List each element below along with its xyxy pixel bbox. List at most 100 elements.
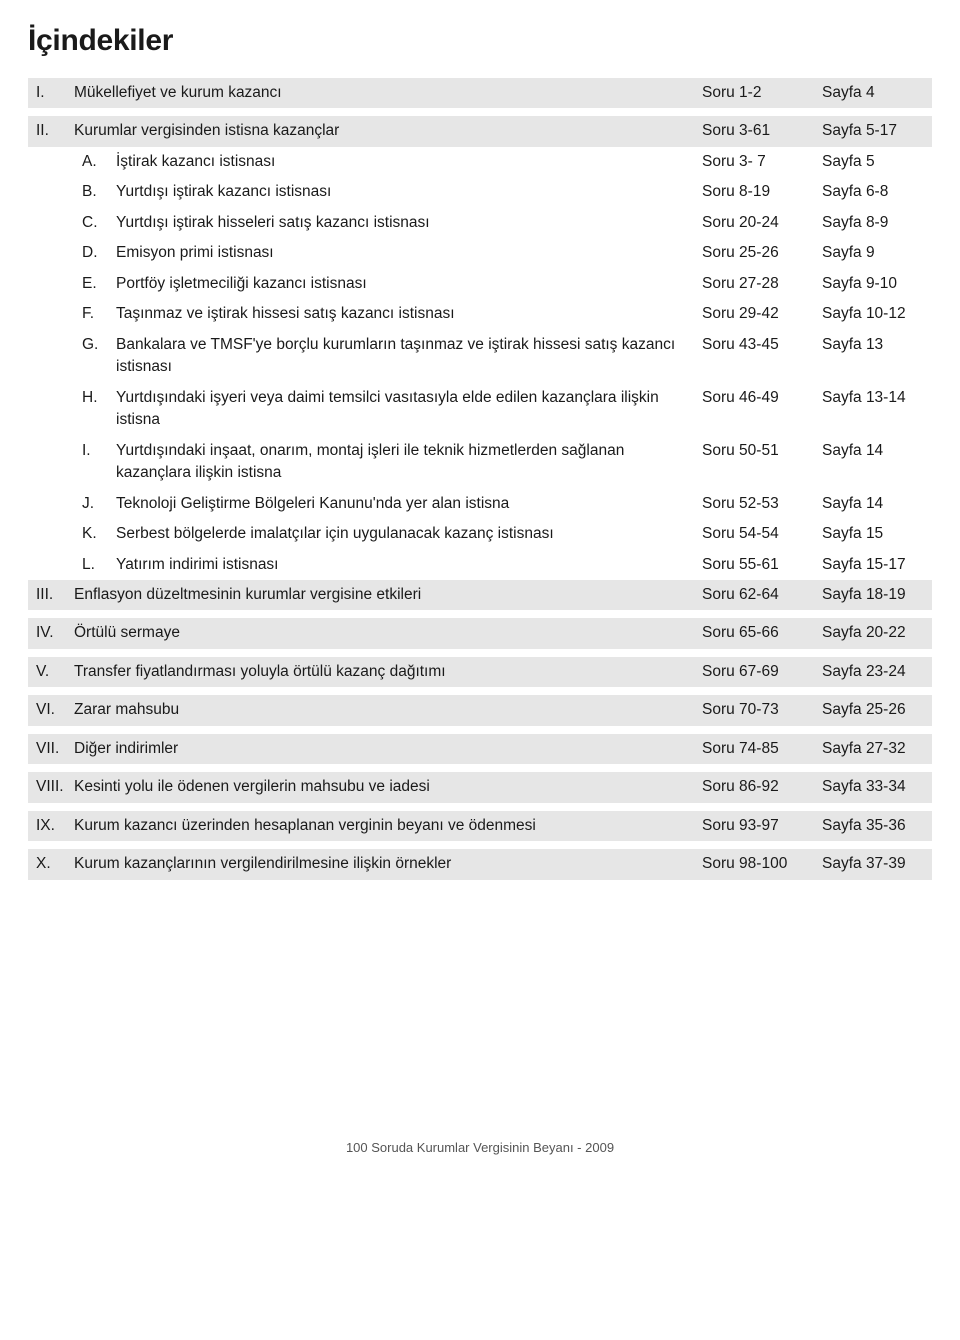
toc-number: IX. bbox=[28, 815, 74, 837]
toc-page-range: Sayfa 20-22 bbox=[822, 622, 932, 644]
toc-description: Transfer fiyatlandırması yoluyla örtülü … bbox=[74, 661, 702, 683]
toc-page-range: Sayfa 15 bbox=[822, 523, 932, 545]
section-gap bbox=[28, 764, 932, 772]
toc-section-row: III.Enflasyon düzeltmesinin kurumlar ver… bbox=[28, 580, 932, 610]
toc-description: Diğer indirimler bbox=[74, 738, 702, 760]
toc-description: Yurtdışındaki inşaat, onarım, montaj işl… bbox=[116, 440, 702, 485]
toc-number: I. bbox=[28, 82, 74, 104]
toc-page-range: Sayfa 15-17 bbox=[822, 554, 932, 576]
toc-page-range: Sayfa 8-9 bbox=[822, 212, 932, 234]
toc-number: D. bbox=[82, 242, 116, 264]
toc-page-range: Sayfa 9-10 bbox=[822, 273, 932, 295]
toc-question-range: Soru 3- 7 bbox=[702, 151, 822, 173]
toc-page-range: Sayfa 9 bbox=[822, 242, 932, 264]
toc-question-range: Soru 27-28 bbox=[702, 273, 822, 295]
section-gap bbox=[28, 803, 932, 811]
toc-number: J. bbox=[82, 493, 116, 515]
toc-section-row: VI.Zarar mahsubuSoru 70-73Sayfa 25-26 bbox=[28, 695, 932, 725]
page-footer: 100 Soruda Kurumlar Vergisinin Beyanı - … bbox=[28, 1140, 932, 1155]
toc-number: VI. bbox=[28, 699, 74, 721]
toc-number: V. bbox=[28, 661, 74, 683]
toc-description: Kesinti yolu ile ödenen vergilerin mahsu… bbox=[74, 776, 702, 798]
toc-section-row: X.Kurum kazançlarının vergilendirilmesin… bbox=[28, 849, 932, 879]
toc-description: Kurumlar vergisinden istisna kazançlar bbox=[74, 120, 702, 142]
toc-subsection-row: J.Teknoloji Geliştirme Bölgeleri Kanunu'… bbox=[28, 489, 932, 519]
toc-subsection-row: F.Taşınmaz ve iştirak hissesi satış kaza… bbox=[28, 299, 932, 329]
toc-description: Portföy işletmeciliği kazancı istisnası bbox=[116, 273, 702, 295]
toc-question-range: Soru 46-49 bbox=[702, 387, 822, 409]
toc-section-row: II.Kurumlar vergisinden istisna kazançla… bbox=[28, 116, 932, 146]
toc-question-range: Soru 25-26 bbox=[702, 242, 822, 264]
toc-question-range: Soru 55-61 bbox=[702, 554, 822, 576]
toc-number: K. bbox=[82, 523, 116, 545]
toc-question-range: Soru 3-61 bbox=[702, 120, 822, 142]
table-of-contents: I.Mükellefiyet ve kurum kazancıSoru 1-2S… bbox=[28, 78, 932, 880]
toc-section-row: V.Transfer fiyatlandırması yoluyla örtül… bbox=[28, 657, 932, 687]
toc-subsection-row: L.Yatırım indirimi istisnasıSoru 55-61Sa… bbox=[28, 550, 932, 580]
toc-page-range: Sayfa 37-39 bbox=[822, 853, 932, 875]
toc-subsection-row: D.Emisyon primi istisnasıSoru 25-26Sayfa… bbox=[28, 238, 932, 268]
toc-question-range: Soru 93-97 bbox=[702, 815, 822, 837]
toc-description: Enflasyon düzeltmesinin kurumlar vergisi… bbox=[74, 584, 702, 606]
toc-number: III. bbox=[28, 584, 74, 606]
toc-number: B. bbox=[82, 181, 116, 203]
toc-question-range: Soru 52-53 bbox=[702, 493, 822, 515]
toc-number: F. bbox=[82, 303, 116, 325]
page-title: İçindekiler bbox=[28, 24, 932, 58]
toc-page-range: Sayfa 14 bbox=[822, 493, 932, 515]
toc-section-row: IV.Örtülü sermayeSoru 65-66Sayfa 20-22 bbox=[28, 618, 932, 648]
toc-number: C. bbox=[82, 212, 116, 234]
toc-subsection-row: A.İştirak kazancı istisnasıSoru 3- 7Sayf… bbox=[28, 147, 932, 177]
toc-page-range: Sayfa 25-26 bbox=[822, 699, 932, 721]
toc-number: I. bbox=[82, 440, 116, 462]
toc-number: IV. bbox=[28, 622, 74, 644]
toc-number: VII. bbox=[28, 738, 74, 760]
toc-subsection-row: E.Portföy işletmeciliği kazancı istisnas… bbox=[28, 269, 932, 299]
section-gap bbox=[28, 687, 932, 695]
toc-question-range: Soru 67-69 bbox=[702, 661, 822, 683]
toc-description: Mükellefiyet ve kurum kazancı bbox=[74, 82, 702, 104]
toc-question-range: Soru 98-100 bbox=[702, 853, 822, 875]
toc-subsection-row: G.Bankalara ve TMSF'ye borçlu kurumların… bbox=[28, 330, 932, 383]
section-gap bbox=[28, 610, 932, 618]
toc-question-range: Soru 1-2 bbox=[702, 82, 822, 104]
toc-subsection-row: B.Yurtdışı iştirak kazancı istisnasıSoru… bbox=[28, 177, 932, 207]
toc-number: VIII. bbox=[28, 776, 74, 798]
toc-page-range: Sayfa 35-36 bbox=[822, 815, 932, 837]
toc-page-range: Sayfa 6-8 bbox=[822, 181, 932, 203]
toc-subsection-row: C.Yurtdışı iştirak hisseleri satış kazan… bbox=[28, 208, 932, 238]
toc-section-row: VII.Diğer indirimlerSoru 74-85Sayfa 27-3… bbox=[28, 734, 932, 764]
toc-number: A. bbox=[82, 151, 116, 173]
toc-page-range: Sayfa 27-32 bbox=[822, 738, 932, 760]
toc-page-range: Sayfa 10-12 bbox=[822, 303, 932, 325]
toc-question-range: Soru 86-92 bbox=[702, 776, 822, 798]
section-gap bbox=[28, 726, 932, 734]
toc-description: Yatırım indirimi istisnası bbox=[116, 554, 702, 576]
toc-page-range: Sayfa 18-19 bbox=[822, 584, 932, 606]
toc-question-range: Soru 70-73 bbox=[702, 699, 822, 721]
toc-subsection-row: I.Yurtdışındaki inşaat, onarım, montaj i… bbox=[28, 436, 932, 489]
toc-question-range: Soru 8-19 bbox=[702, 181, 822, 203]
toc-section-row: IX.Kurum kazancı üzerinden hesaplanan ve… bbox=[28, 811, 932, 841]
toc-page-range: Sayfa 4 bbox=[822, 82, 932, 104]
toc-description: Yurtdışı iştirak kazancı istisnası bbox=[116, 181, 702, 203]
toc-section-row: I.Mükellefiyet ve kurum kazancıSoru 1-2S… bbox=[28, 78, 932, 108]
section-gap bbox=[28, 841, 932, 849]
section-gap bbox=[28, 108, 932, 116]
toc-number: E. bbox=[82, 273, 116, 295]
toc-description: İştirak kazancı istisnası bbox=[116, 151, 702, 173]
toc-page-range: Sayfa 23-24 bbox=[822, 661, 932, 683]
toc-page-range: Sayfa 14 bbox=[822, 440, 932, 462]
toc-description: Bankalara ve TMSF'ye borçlu kurumların t… bbox=[116, 334, 702, 379]
toc-page-range: Sayfa 13-14 bbox=[822, 387, 932, 409]
toc-question-range: Soru 29-42 bbox=[702, 303, 822, 325]
toc-subsection-row: H.Yurtdışındaki işyeri veya daimi temsil… bbox=[28, 383, 932, 436]
toc-page-range: Sayfa 5 bbox=[822, 151, 932, 173]
toc-description: Örtülü sermaye bbox=[74, 622, 702, 644]
toc-question-range: Soru 62-64 bbox=[702, 584, 822, 606]
toc-description: Yurtdışı iştirak hisseleri satış kazancı… bbox=[116, 212, 702, 234]
toc-description: Taşınmaz ve iştirak hissesi satış kazanc… bbox=[116, 303, 702, 325]
toc-number: II. bbox=[28, 120, 74, 142]
toc-question-range: Soru 43-45 bbox=[702, 334, 822, 356]
toc-question-range: Soru 54-54 bbox=[702, 523, 822, 545]
